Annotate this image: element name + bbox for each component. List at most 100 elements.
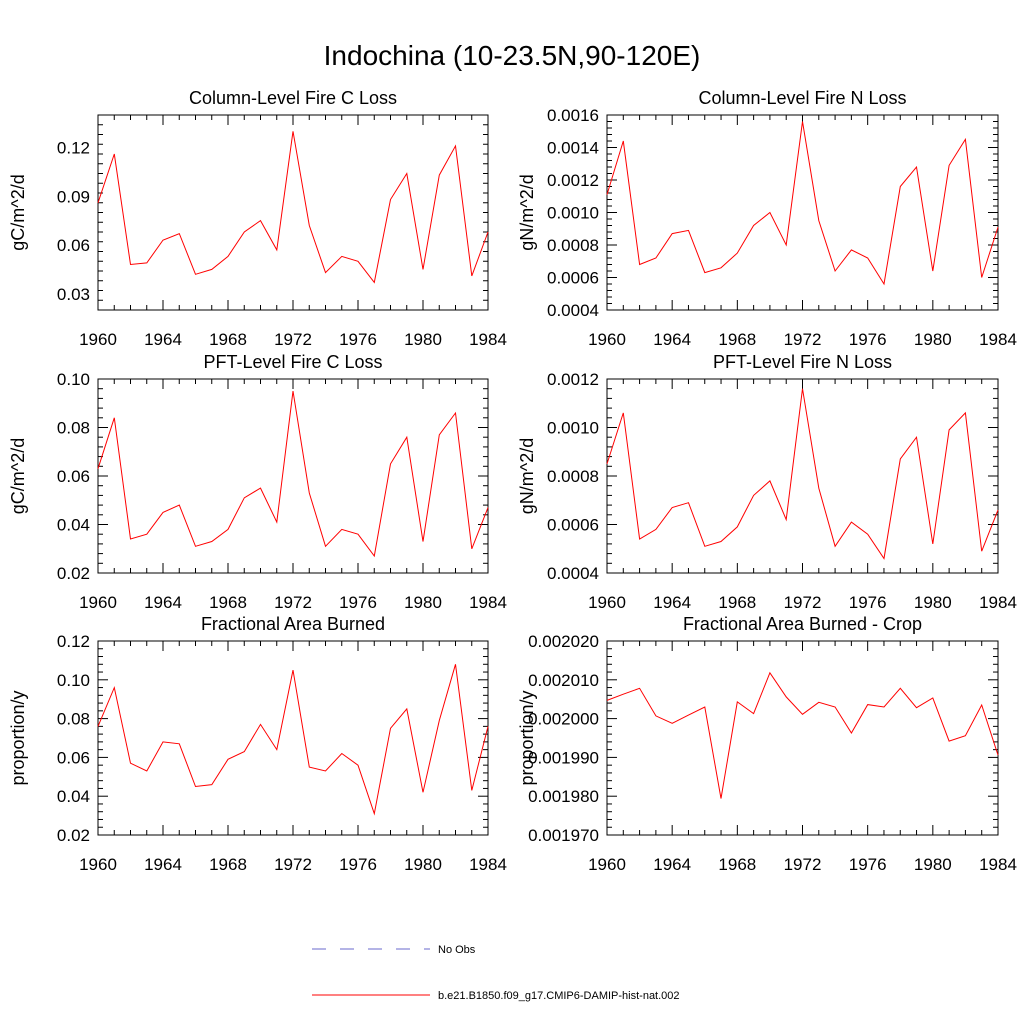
x-tick-label: 1960 [588, 330, 626, 349]
x-tick-label: 1972 [274, 593, 312, 612]
x-tick-label: 1968 [209, 593, 247, 612]
series-line [606, 671, 999, 799]
y-tick-label: 0.0008 [547, 236, 599, 255]
x-tick-label: 1976 [849, 855, 887, 874]
y-tick-label: 0.001980 [528, 787, 599, 806]
y-tick-label: 0.10 [57, 370, 90, 389]
x-tick-label: 1976 [849, 330, 887, 349]
y-tick-label: 0.04 [57, 516, 90, 535]
figure-title: Indochina (10-23.5N,90-120E) [324, 40, 701, 71]
x-tick-label: 1968 [718, 330, 756, 349]
x-tick-label: 1984 [469, 593, 507, 612]
x-tick-label: 1972 [784, 330, 822, 349]
y-tick-label: 0.0010 [547, 419, 599, 438]
plot-frame [606, 378, 999, 574]
panel-pft-level-fire-n-loss: 1960 1964 1968 1972 1976 1980 1984 0.0004 0.0006… [517, 352, 1017, 612]
x-tick-label: 1964 [144, 330, 182, 349]
x-tick-label: 1964 [144, 855, 182, 874]
x-tick-label: 1960 [79, 593, 117, 612]
y-tick-label: 0.001990 [528, 748, 599, 767]
legend-label-model: b.e21.B1850.f09_g17.CMIP6-DAMIP-hist-nat… [438, 990, 680, 1002]
x-tick-label: 1968 [209, 855, 247, 874]
y-tick-label: 0.06 [57, 236, 90, 255]
x-tick-label: 1960 [79, 855, 117, 874]
x-tick-label: 1984 [979, 855, 1017, 874]
y-axis-label: gN/m^2/d [517, 438, 537, 514]
panel-fractional-area-burned: 1960 1964 1968 1972 1976 1980 1984 0.02 0.04 0.06… [8, 614, 507, 874]
y-tick-label: 0.08 [57, 419, 90, 438]
y-tick-label: 0.0006 [547, 269, 599, 288]
x-tick-label: 1968 [718, 855, 756, 874]
x-tick-label: 1980 [404, 330, 442, 349]
x-tick-label: 1968 [718, 593, 756, 612]
x-tick-label: 1964 [144, 593, 182, 612]
y-tick-label: 0.0010 [547, 204, 599, 223]
y-tick-label: 0.0014 [547, 139, 599, 158]
y-tick-label: 0.02 [57, 564, 90, 583]
y-tick-label: 0.10 [57, 671, 90, 690]
y-tick-label: 0.001970 [528, 826, 599, 845]
x-tick-label: 1984 [469, 855, 507, 874]
y-tick-label: 0.0016 [547, 106, 599, 125]
panel-column-level-fire-c-loss: 1960 1964 1968 1972 1976 1980 1984 0.03 0.06 0.09… [8, 88, 507, 349]
y-tick-label: 0.002000 [528, 710, 599, 729]
x-tick-label: 1972 [274, 855, 312, 874]
y-tick-label: 0.12 [57, 632, 90, 651]
y-tick-label: 0.04 [57, 787, 90, 806]
y-axis-label: proportion/y [517, 690, 537, 785]
series-line [97, 391, 489, 558]
plot-frame [606, 640, 999, 836]
y-tick-label: 0.002020 [528, 632, 599, 651]
y-tick-label: 0.03 [57, 285, 90, 304]
panel-column-level-fire-n-loss: 1960 1964 1968 1972 1976 1980 1984 0.0004 0.0006… [517, 88, 1017, 349]
panel-title: Column-Level Fire N Loss [698, 88, 906, 108]
y-axis-label: gN/m^2/d [517, 174, 537, 250]
x-tick-label: 1980 [914, 593, 952, 612]
panel-title: PFT-Level Fire C Loss [203, 352, 382, 372]
plot-frame [606, 114, 999, 311]
x-tick-label: 1960 [588, 855, 626, 874]
x-tick-label: 1980 [404, 593, 442, 612]
y-tick-label: 0.0008 [547, 467, 599, 486]
y-tick-label: 0.0004 [547, 564, 599, 583]
x-tick-label: 1984 [979, 593, 1017, 612]
y-tick-label: 0.0004 [547, 301, 599, 320]
y-tick-label: 0.002010 [528, 671, 599, 690]
plot-frame [97, 378, 489, 574]
x-tick-label: 1960 [79, 330, 117, 349]
x-tick-label: 1972 [784, 593, 822, 612]
y-tick-label: 0.06 [57, 748, 90, 767]
plot-frame [97, 114, 489, 311]
series-line [97, 664, 489, 816]
y-tick-label: 0.02 [57, 826, 90, 845]
y-axis-label: gC/m^2/d [8, 438, 28, 514]
series-line [606, 388, 999, 560]
x-tick-label: 1960 [588, 593, 626, 612]
legend-label-no-obs: No Obs [438, 944, 476, 956]
y-tick-label: 0.06 [57, 467, 90, 486]
x-tick-label: 1968 [209, 330, 247, 349]
x-tick-label: 1972 [784, 855, 822, 874]
panel-pft-level-fire-c-loss: 1960 1964 1968 1972 1976 1980 1984 0.02 0.04 0.06… [8, 352, 507, 612]
x-tick-label: 1976 [339, 593, 377, 612]
y-axis-label: proportion/y [8, 690, 28, 785]
x-tick-label: 1972 [274, 330, 312, 349]
x-tick-label: 1976 [849, 593, 887, 612]
panel-title: PFT-Level Fire N Loss [713, 352, 892, 372]
y-axis-label: gC/m^2/d [8, 174, 28, 250]
y-tick-label: 0.09 [57, 187, 90, 206]
x-tick-label: 1964 [653, 330, 691, 349]
y-tick-label: 0.08 [57, 710, 90, 729]
x-tick-label: 1976 [339, 855, 377, 874]
x-tick-label: 1980 [914, 330, 952, 349]
x-tick-label: 1984 [469, 330, 507, 349]
series-line [97, 131, 489, 284]
panel-title: Fractional Area Burned - Crop [683, 614, 922, 634]
y-tick-label: 0.0012 [547, 370, 599, 389]
x-tick-label: 1976 [339, 330, 377, 349]
panel-title: Column-Level Fire C Loss [189, 88, 397, 108]
y-tick-label: 0.0006 [547, 516, 599, 535]
panel-fractional-area-burned-crop: 1960 1964 1968 1972 1976 1980 1984 0.001970 0.00… [517, 614, 1017, 874]
x-tick-label: 1980 [914, 855, 952, 874]
